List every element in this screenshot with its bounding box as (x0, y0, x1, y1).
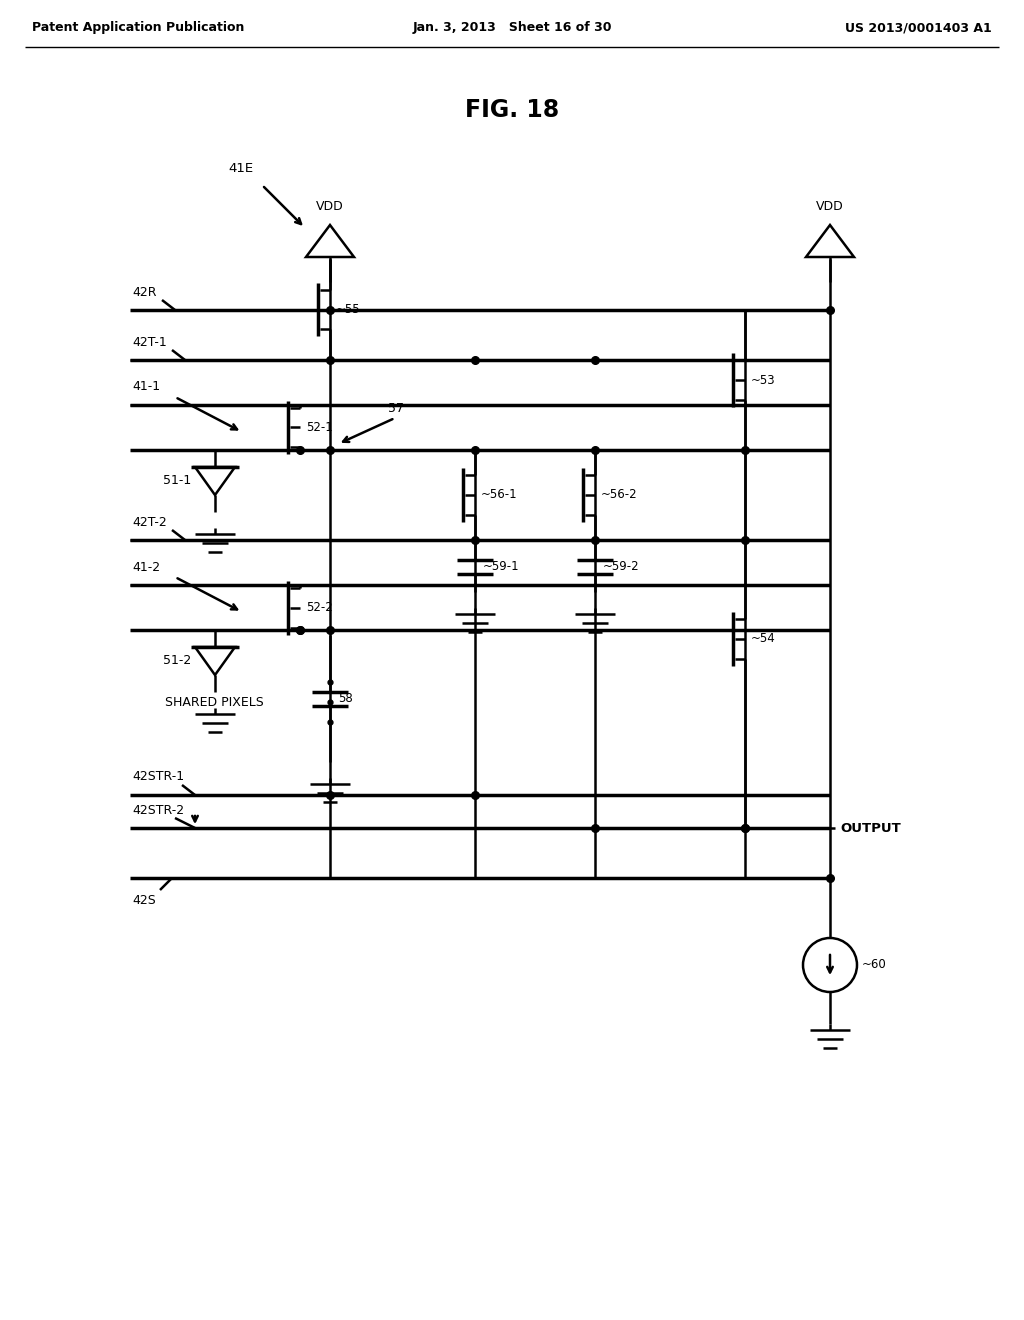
Text: 42R: 42R (132, 285, 157, 298)
Text: ~56-2: ~56-2 (601, 488, 638, 502)
Text: 42T-2: 42T-2 (132, 516, 167, 528)
Text: FIG. 18: FIG. 18 (465, 98, 559, 121)
Text: ~59-1: ~59-1 (483, 561, 519, 573)
Text: ~54: ~54 (751, 632, 776, 645)
Text: 52-1: 52-1 (306, 421, 333, 434)
Text: Jan. 3, 2013   Sheet 16 of 30: Jan. 3, 2013 Sheet 16 of 30 (413, 21, 611, 34)
Text: 52-2: 52-2 (306, 601, 333, 614)
Text: 42T-1: 42T-1 (132, 335, 167, 348)
Text: 42STR-1: 42STR-1 (132, 771, 184, 784)
Text: 51-1: 51-1 (163, 474, 191, 487)
Text: 51-2: 51-2 (163, 655, 191, 668)
Text: 57: 57 (388, 401, 404, 414)
Text: Patent Application Publication: Patent Application Publication (32, 21, 245, 34)
Text: US 2013/0001403 A1: US 2013/0001403 A1 (845, 21, 992, 34)
Text: 42S: 42S (132, 894, 156, 907)
Text: 41-2: 41-2 (132, 561, 160, 573)
Text: 41E: 41E (228, 161, 253, 174)
Text: ~60: ~60 (862, 958, 887, 972)
Text: SHARED PIXELS: SHARED PIXELS (165, 696, 264, 709)
Text: OUTPUT: OUTPUT (840, 821, 901, 834)
Text: ~59-2: ~59-2 (603, 561, 640, 573)
Text: 42STR-2: 42STR-2 (132, 804, 184, 817)
Text: VDD: VDD (816, 201, 844, 213)
Text: 58: 58 (338, 692, 352, 705)
Text: ~55: ~55 (336, 304, 360, 315)
Text: 41-1: 41-1 (132, 380, 160, 393)
Text: VDD: VDD (316, 201, 344, 213)
Text: ~53: ~53 (751, 374, 775, 387)
Text: ~56-1: ~56-1 (481, 488, 517, 502)
